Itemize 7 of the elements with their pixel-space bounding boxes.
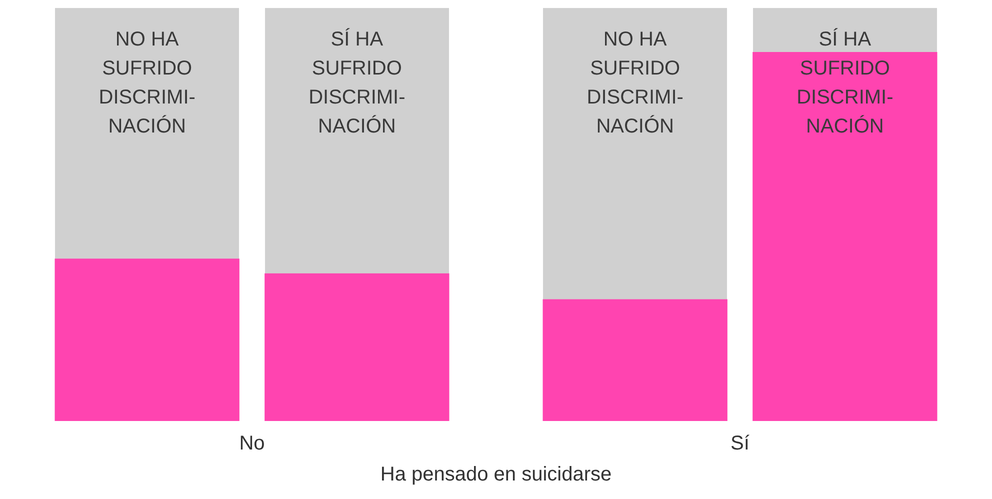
x-tick-label: Sí <box>730 432 750 455</box>
x-axis-title: Ha pensado en suicidarse <box>380 464 612 486</box>
annotation: NO HA SUFRIDO DISCRIMI-NACIÓN <box>586 28 684 138</box>
annotation: SÍ HA SUFRIDO DISCRIMI-NACIÓN <box>796 28 894 138</box>
annotation: NO HA SUFRIDO DISCRIMI-NACIÓN <box>98 28 196 138</box>
x-tick-label: No <box>239 432 265 455</box>
annotation: SÍ HA SUFRIDO DISCRIMI-NACIÓN <box>308 28 406 138</box>
